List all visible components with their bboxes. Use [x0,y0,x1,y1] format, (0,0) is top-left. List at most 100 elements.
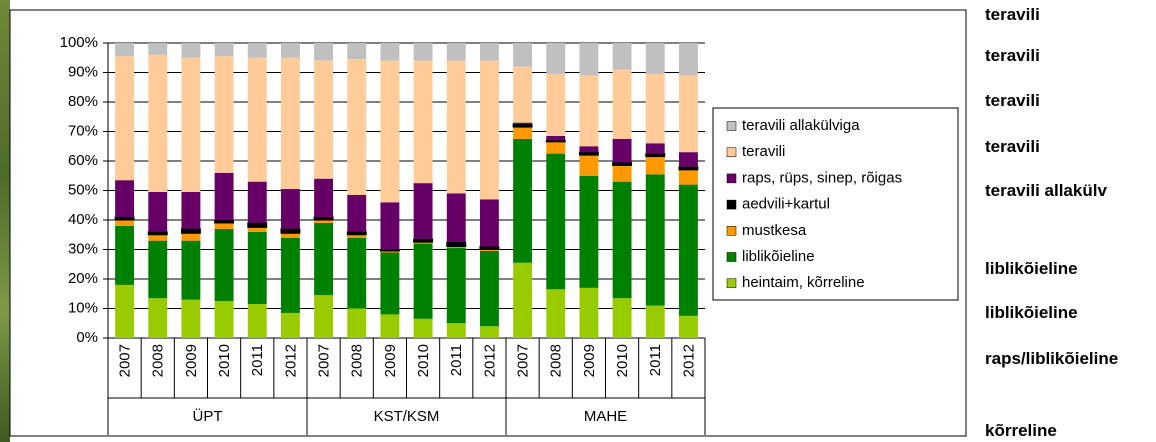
side-labels: teravili teravili teravili teravili teravili… [985,0,1153,442]
legend-swatch [726,173,737,184]
bar-segment [446,246,466,249]
bar-segment [413,238,434,243]
y-tick-label: 100% [60,34,98,51]
x-tick-label: 2010 [415,344,432,377]
bar-segment [513,262,533,338]
bar-segment [579,175,599,288]
bar-segment [347,194,367,232]
bar-segment [446,241,467,248]
legend-label: aedvili+kartul [742,196,830,213]
bar-segment [612,161,633,166]
bar-segment [645,305,665,338]
x-tick-label: 2012 [680,344,697,377]
side-label: teravili [985,91,1040,110]
y-tick-label: 20% [68,270,98,287]
bar-segment [513,43,533,67]
bar-segment [446,60,466,194]
bar-segment [115,284,135,338]
bar-segment [645,143,665,154]
x-tick-label: 2008 [548,344,565,377]
bar-segment [280,57,300,190]
bar-segment [280,233,300,238]
bar-segment [148,191,168,232]
bar-segment [446,43,466,61]
side-label: kõrreline [985,421,1057,440]
bar-segment [413,60,433,184]
bar-segment [578,151,599,156]
bar-segment [280,228,301,234]
background-strip [0,0,10,442]
x-tick-label: 2011 [448,344,465,376]
legend-label: liblikõieline [742,248,815,265]
bar-segment [181,43,201,58]
bar-segment [115,180,135,218]
bar-segment [114,216,135,221]
bar-segment [612,43,632,70]
legend-swatch [726,199,737,210]
bar-segment [214,219,235,224]
legend-label: raps, rüps, sinep, rõigas [742,169,902,186]
bar-segment [546,43,566,74]
bar-segment [347,308,367,338]
bar-segment [513,66,533,123]
bar-segment [479,199,499,247]
x-tick-label: 2009 [183,344,200,377]
x-tick-label: 2007 [515,344,532,377]
side-label: teravili [985,137,1040,156]
y-tick-label: 30% [68,240,98,257]
bar-segment [214,222,234,229]
bar-segment [380,250,400,253]
bar-segment [413,43,433,61]
bar-segment [645,153,666,158]
bar-segment [214,172,234,220]
x-tick-label: 2012 [481,344,498,377]
y-tick-label: 80% [68,93,98,110]
legend-label: mustkesa [742,222,807,239]
legend-swatch [726,252,737,262]
y-tick-label: 60% [68,152,98,169]
bar-segment [247,304,267,338]
bar-segment [645,174,665,306]
legend-box [712,107,959,301]
x-tick-label: 2007 [316,344,333,377]
bar-segment [546,73,566,136]
group-label: KST/KSM [374,408,440,425]
bar-segment [148,234,168,241]
x-tick-label: 2012 [282,344,299,377]
bar-segment [280,189,300,229]
bar-segment [247,57,267,182]
bar-segment [645,73,665,144]
legend-label: teravili allakülviga [742,117,860,134]
y-tick-label: 90% [68,63,98,80]
bar-segment [446,323,466,338]
bar-segment [346,231,367,236]
bar-segment [314,222,334,296]
bar-segment [115,56,135,181]
bar-segment [546,153,566,290]
bar-segment [147,231,168,236]
bar-segment [446,193,466,243]
bar-segment [479,43,499,61]
bar-segment [579,146,599,153]
bar-segment [115,220,135,226]
y-tick-label: 50% [68,181,98,198]
bar-segment [612,138,632,163]
bar-segment [280,312,300,338]
bar-segment [413,242,433,244]
bar-segment [645,43,665,74]
bar-segment [181,57,201,192]
bar-segment [380,252,400,315]
bar-segment [612,298,632,338]
bar-segment [214,228,234,302]
legend-swatch [726,278,737,288]
bar-segment [115,225,135,285]
bar-segment [115,43,135,57]
x-tick-label: 2007 [117,344,134,377]
bar-segment [678,75,698,153]
bar-segment [545,139,566,143]
group-label: ÜPT [193,407,223,425]
bar-segment [612,181,632,299]
bar-segment [347,59,367,195]
bar-segment [181,299,201,338]
